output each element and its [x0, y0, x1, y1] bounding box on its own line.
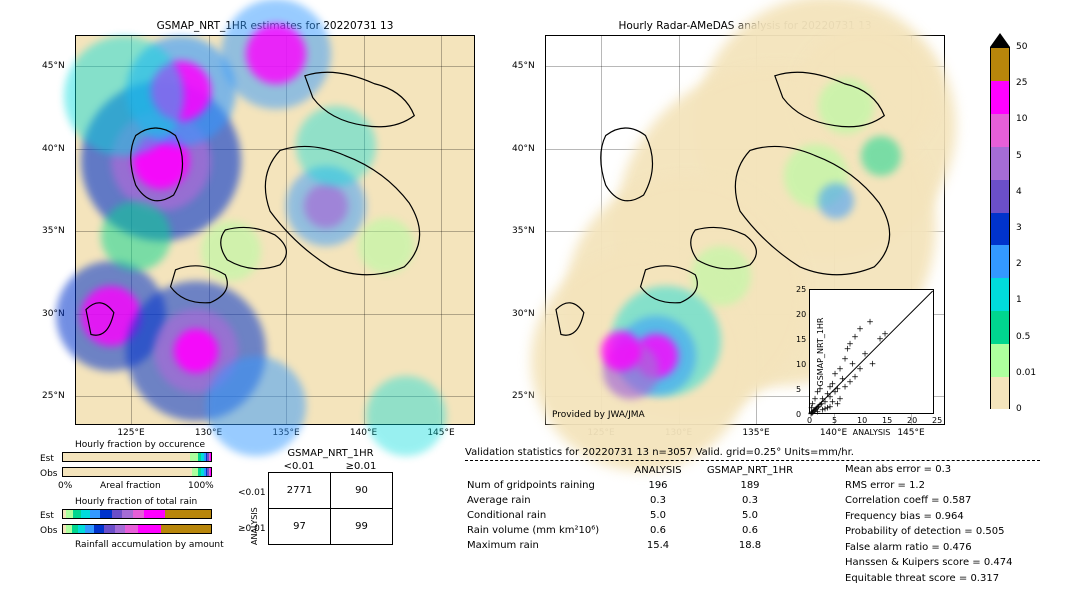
validation-rule [465, 460, 1040, 461]
colorbar-tick: 5 [1016, 151, 1022, 161]
colorbar-tick: 1 [1016, 295, 1022, 305]
colorbar-over-triangle [990, 33, 1010, 47]
figure-root: GSMAP_NRT_1HR estimates for 20220731 13 … [0, 0, 1080, 612]
ct-cell-10: 97 [269, 509, 331, 545]
ct-row1: ≥0.01 [238, 524, 266, 534]
colorbar-tick: 10 [1016, 114, 1027, 124]
validation-metrics-list: Mean abs error = 0.3RMS error = 1.2Corre… [845, 462, 1012, 586]
colorbar-tick: 0.01 [1016, 368, 1036, 378]
scatter-ylabel: GSMAP_NRT_1HR [816, 317, 825, 386]
fraction-occurence-title: Hourly fraction by occurence [75, 440, 205, 450]
map-left-panel: GSMAP_NRT_1HR estimates for 20220731 13 … [75, 35, 475, 425]
colorbar-under-triangle [990, 409, 1010, 423]
ct-cell-11: 99 [331, 509, 393, 545]
colorbar [990, 47, 1010, 409]
ct-col0: <0.01 [268, 461, 330, 472]
provided-label: Provided by JWA/JMA [552, 410, 645, 420]
ct-col1: ≥0.01 [330, 461, 392, 472]
frac-xaxis-title: Areal fraction [100, 481, 161, 491]
colorbar-tick: 3 [1016, 223, 1022, 233]
scatter-xlabel: ANALYSIS [810, 428, 933, 437]
bar-totalrain-est [62, 509, 212, 519]
colorbar-tick: 2 [1016, 259, 1022, 269]
fraction-totalrain-title: Hourly fraction of total rain [75, 497, 197, 507]
ct-cell-00: 2771 [269, 473, 331, 509]
contingency-table: GSMAP_NRT_1HR <0.01 ≥0.01 277190 9799 [268, 448, 393, 545]
validation-title: Validation statistics for 20220731 13 n=… [465, 447, 854, 458]
frac-est-label-1: Est [40, 454, 54, 464]
ct-col-title: GSMAP_NRT_1HR [268, 448, 393, 459]
colorbar-tick: 0 [1016, 404, 1022, 414]
colorbar-tick: 4 [1016, 187, 1022, 197]
bar-occ-est [62, 452, 212, 462]
frac-obs-label-2: Obs [40, 526, 58, 536]
frac-est-label-2: Est [40, 511, 54, 521]
map-right-panel: Hourly Radar-AMeDAS analysis for 2022073… [545, 35, 945, 425]
scatter-inset: ++++++++++++++++++++++++++++++++++++++++… [809, 289, 934, 414]
ct-cell-01: 90 [331, 473, 393, 509]
bar-totalrain-obs [62, 524, 212, 534]
colorbar-tick: 50 [1016, 42, 1027, 52]
colorbar-tick: 25 [1016, 78, 1027, 88]
validation-comparison-table: ANALYSISGSMAP_NRT_1HRNum of gridpoints r… [465, 462, 813, 554]
ct-row0: <0.01 [238, 488, 266, 498]
fraction-accum-title: Rainfall accumulation by amount [75, 540, 224, 550]
frac-x1-1: 100% [188, 481, 214, 491]
frac-x0-1: 0% [58, 481, 72, 491]
colorbar-tick: 0.5 [1016, 332, 1030, 342]
frac-obs-label-1: Obs [40, 469, 58, 479]
bar-occ-obs [62, 467, 212, 477]
